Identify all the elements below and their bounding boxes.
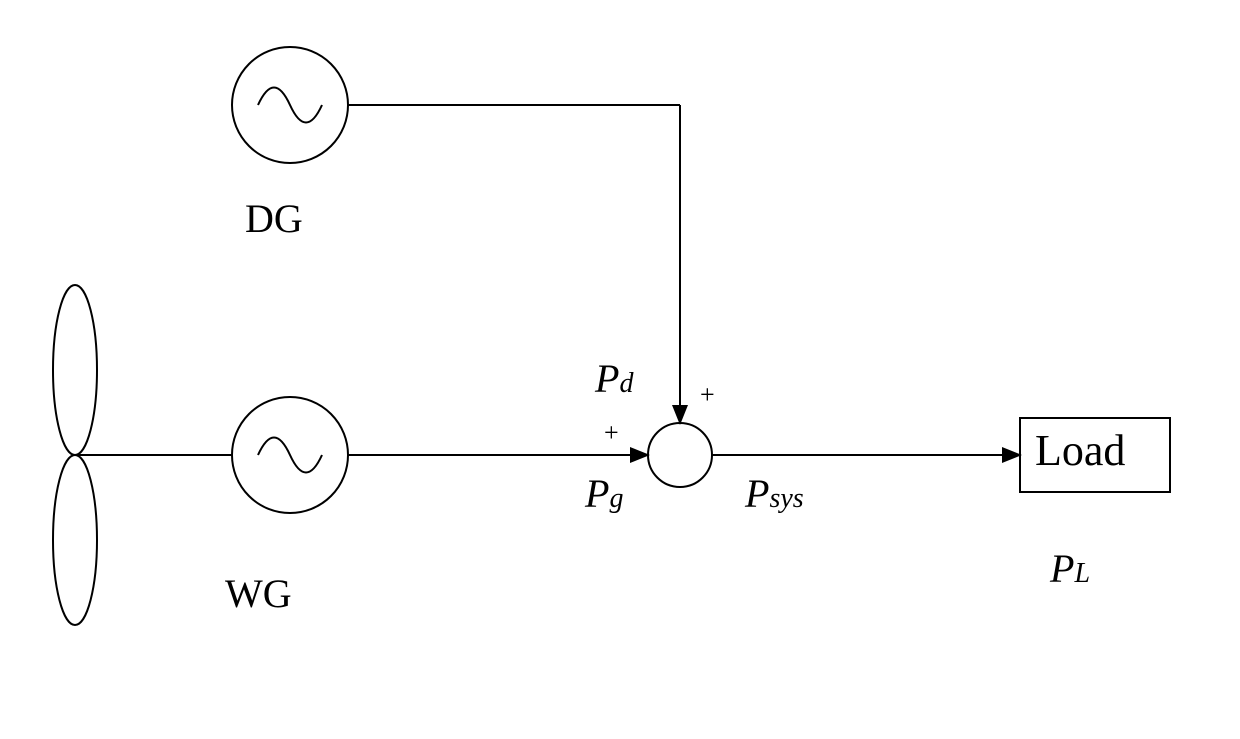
dg-label: DG: [245, 195, 303, 242]
pd-base: P: [595, 356, 619, 401]
pd-label: Pd: [595, 355, 633, 402]
psys-base: P: [745, 471, 769, 516]
summing-junction: [648, 423, 712, 487]
dg-sine-icon: [258, 88, 322, 123]
propeller-bottom-blade: [53, 455, 97, 625]
plus-top: +: [700, 380, 715, 410]
plus-left: +: [604, 418, 619, 448]
psys-sub: sys: [769, 483, 803, 514]
pg-label: Pg: [585, 470, 623, 517]
pg-sub: g: [609, 483, 623, 514]
pl-sub: L: [1074, 558, 1090, 589]
propeller-top-blade: [53, 285, 97, 455]
load-text: Load: [1035, 425, 1125, 476]
pl-label: PL: [1050, 545, 1090, 592]
psys-label: Psys: [745, 470, 804, 517]
wg-label: WG: [225, 570, 292, 617]
wg-sine-icon: [258, 438, 322, 473]
pg-base: P: [585, 471, 609, 516]
pl-base: P: [1050, 546, 1074, 591]
pd-sub: d: [619, 368, 633, 399]
